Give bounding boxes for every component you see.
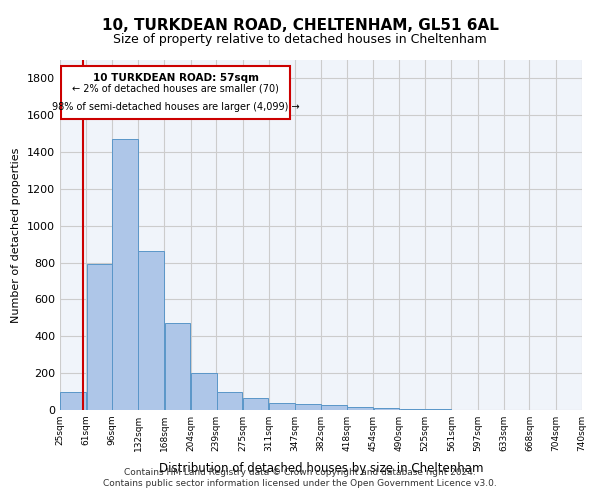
Bar <box>61 392 86 410</box>
Bar <box>191 373 217 410</box>
Text: ← 2% of detached houses are smaller (70): ← 2% of detached houses are smaller (70) <box>72 84 279 94</box>
Bar <box>374 408 399 410</box>
Bar <box>295 404 321 410</box>
FancyBboxPatch shape <box>61 66 290 119</box>
Text: Contains HM Land Registry data © Crown copyright and database right 2024.
Contai: Contains HM Land Registry data © Crown c… <box>103 468 497 487</box>
Text: 10 TURKDEAN ROAD: 57sqm: 10 TURKDEAN ROAD: 57sqm <box>93 72 259 83</box>
Bar <box>269 402 295 410</box>
Bar <box>243 398 268 410</box>
Bar <box>217 392 242 410</box>
Bar <box>321 406 347 410</box>
Bar <box>86 264 112 410</box>
Text: 10, TURKDEAN ROAD, CHELTENHAM, GL51 6AL: 10, TURKDEAN ROAD, CHELTENHAM, GL51 6AL <box>101 18 499 32</box>
Bar <box>400 409 425 410</box>
Bar <box>139 250 164 410</box>
Bar <box>112 139 138 410</box>
X-axis label: Distribution of detached houses by size in Cheltenham: Distribution of detached houses by size … <box>159 462 483 475</box>
Text: 98% of semi-detached houses are larger (4,099) →: 98% of semi-detached houses are larger (… <box>52 102 299 112</box>
Bar <box>165 324 190 410</box>
Bar <box>347 407 373 410</box>
Text: Size of property relative to detached houses in Cheltenham: Size of property relative to detached ho… <box>113 32 487 46</box>
Y-axis label: Number of detached properties: Number of detached properties <box>11 148 22 322</box>
